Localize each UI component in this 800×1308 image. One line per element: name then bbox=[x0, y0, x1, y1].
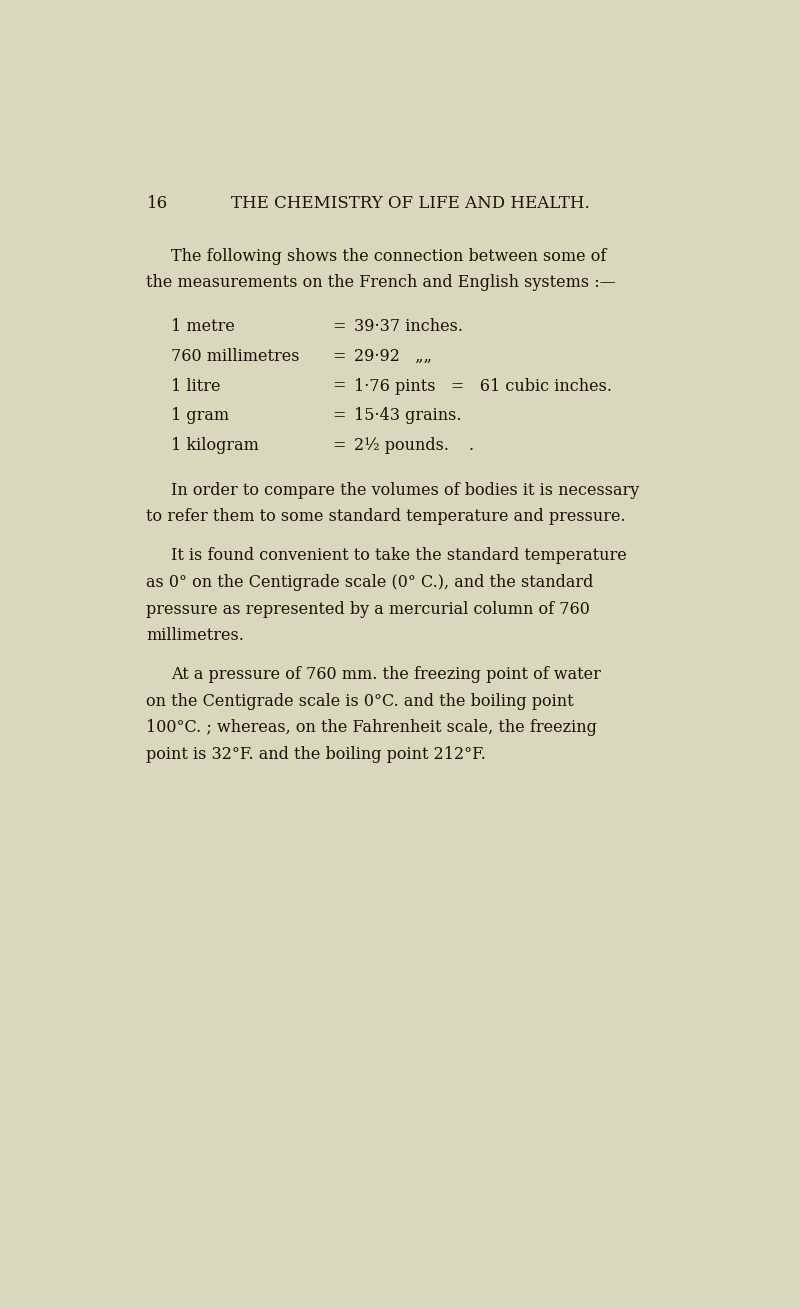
Text: 2½ pounds.: 2½ pounds. bbox=[354, 437, 450, 454]
Text: to refer them to some standard temperature and pressure.: to refer them to some standard temperatu… bbox=[146, 509, 626, 526]
Text: pressure as represented by a mercurial column of 760: pressure as represented by a mercurial c… bbox=[146, 600, 590, 617]
Text: 760 millimetres: 760 millimetres bbox=[171, 348, 300, 365]
Text: 1 gram: 1 gram bbox=[171, 407, 230, 424]
Text: point is 32°F. and the boiling point 212°F.: point is 32°F. and the boiling point 212… bbox=[146, 746, 486, 763]
Text: =: = bbox=[332, 378, 346, 395]
Text: At a pressure of 760 mm. the freezing point of water: At a pressure of 760 mm. the freezing po… bbox=[171, 666, 601, 683]
Text: 29·92   „„: 29·92 „„ bbox=[354, 348, 432, 365]
Text: 1·76 pints   =   61 cubic inches.: 1·76 pints = 61 cubic inches. bbox=[354, 378, 612, 395]
Text: =: = bbox=[332, 348, 346, 365]
Text: millimetres.: millimetres. bbox=[146, 628, 244, 645]
Text: 1 litre: 1 litre bbox=[171, 378, 221, 395]
Text: .: . bbox=[469, 437, 474, 454]
Text: 1 metre: 1 metre bbox=[171, 318, 235, 335]
Text: 39·37 inches.: 39·37 inches. bbox=[354, 318, 463, 335]
Text: the measurements on the French and English systems :—: the measurements on the French and Engli… bbox=[146, 275, 616, 292]
Text: The following shows the connection between some of: The following shows the connection betwe… bbox=[171, 247, 606, 264]
Text: =: = bbox=[332, 437, 346, 454]
Text: on the Centigrade scale is 0°C. and the boiling point: on the Centigrade scale is 0°C. and the … bbox=[146, 693, 574, 710]
Text: It is found convenient to take the standard temperature: It is found convenient to take the stand… bbox=[171, 547, 627, 564]
Text: =: = bbox=[332, 318, 346, 335]
Text: =: = bbox=[332, 407, 346, 424]
Text: 100°C. ; whereas, on the Fahrenheit scale, the freezing: 100°C. ; whereas, on the Fahrenheit scal… bbox=[146, 719, 598, 736]
Text: 1 kilogram: 1 kilogram bbox=[171, 437, 259, 454]
Text: 15·43 grains.: 15·43 grains. bbox=[354, 407, 462, 424]
Text: In order to compare the volumes of bodies it is necessary: In order to compare the volumes of bodie… bbox=[171, 481, 639, 498]
Text: as 0° on the Centigrade scale (0° C.), and the standard: as 0° on the Centigrade scale (0° C.), a… bbox=[146, 574, 594, 591]
Text: THE CHEMISTRY OF LIFE AND HEALTH.: THE CHEMISTRY OF LIFE AND HEALTH. bbox=[230, 195, 590, 212]
Text: 16: 16 bbox=[146, 195, 168, 212]
